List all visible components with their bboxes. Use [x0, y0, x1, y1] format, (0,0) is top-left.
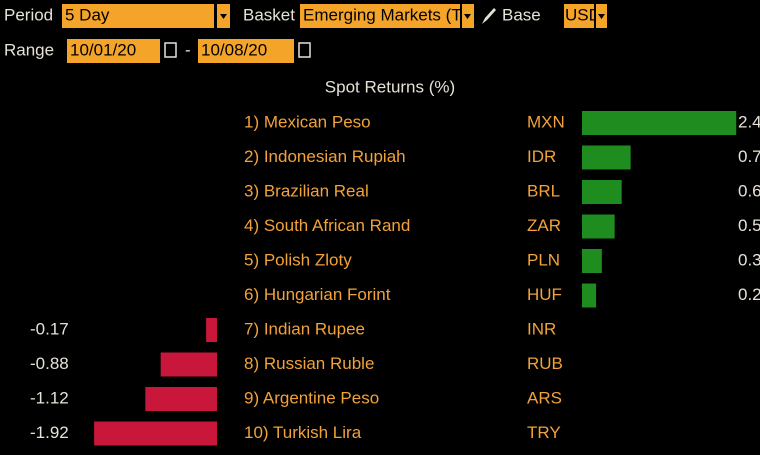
currency-name: 8) Russian Ruble — [244, 354, 374, 373]
currency-name: 7) Indian Rupee — [244, 319, 365, 338]
period-label: Period — [4, 5, 53, 24]
range-end: 10/08/20 — [201, 40, 267, 59]
base-field[interactable] — [564, 4, 594, 28]
calendar-icon[interactable] — [298, 42, 311, 58]
bar — [206, 318, 217, 342]
value-label: 2.4 — [738, 112, 760, 131]
currency-code: INR — [527, 319, 556, 338]
value-label: 0.2 — [738, 285, 760, 304]
value-label: 0.3 — [738, 250, 760, 269]
dropdown-arrow — [464, 14, 471, 19]
bar — [145, 387, 217, 411]
basket-field[interactable] — [300, 4, 460, 28]
bar — [582, 180, 622, 204]
currency-code: IDR — [527, 147, 556, 166]
value-label: -0.17 — [30, 319, 69, 338]
currency-code: TRY — [527, 423, 561, 442]
value-label: 0.6 — [738, 181, 760, 200]
period-value: 5 Day — [65, 5, 110, 24]
base-value: USD — [565, 5, 601, 24]
currency-name: 9) Argentine Peso — [244, 388, 379, 407]
bar — [160, 352, 217, 377]
period-field[interactable] — [62, 4, 214, 28]
currency-name: 1) Mexican Peso — [244, 112, 371, 131]
currency-code: ZAR — [527, 216, 561, 235]
calendar-icon[interactable] — [164, 42, 177, 58]
value-label: -1.12 — [30, 388, 69, 407]
currency-code: HUF — [527, 285, 562, 304]
bar — [582, 111, 737, 135]
range-start-field[interactable] — [67, 39, 160, 63]
bar — [582, 283, 597, 308]
currency-code: BRL — [527, 181, 560, 200]
basket-label: Basket — [243, 5, 295, 24]
bar — [582, 214, 615, 239]
currency-code: PLN — [527, 250, 560, 269]
chart-title: Spot Returns (%) — [325, 77, 455, 96]
base-label: Base — [502, 5, 541, 24]
value-label: -1.92 — [30, 423, 69, 442]
value-label: -0.88 — [30, 354, 69, 373]
bar — [94, 421, 217, 446]
range-label: Range — [4, 40, 54, 59]
range-end-field[interactable] — [198, 39, 294, 63]
currency-name: 4) South African Rand — [244, 216, 410, 235]
edit-icon[interactable] — [482, 8, 496, 24]
basket-value: Emerging Markets (T — [303, 5, 462, 24]
currency-code: RUB — [527, 354, 563, 373]
bar — [582, 145, 631, 170]
currency-code: ARS — [527, 388, 562, 407]
bar — [582, 249, 602, 273]
range-start: 10/01/20 — [70, 40, 136, 59]
currency-name: 2) Indonesian Rupiah — [244, 147, 406, 166]
currency-name: 6) Hungarian Forint — [244, 285, 391, 304]
dropdown-arrow — [598, 14, 605, 19]
range-separator: - — [185, 40, 191, 59]
currency-name: 10) Turkish Lira — [244, 423, 362, 442]
value-label: 0.5 — [738, 216, 760, 235]
currency-name: 3) Brazilian Real — [244, 181, 369, 200]
value-label: 0.7 — [738, 147, 760, 166]
currency-name: 5) Polish Zloty — [244, 250, 352, 269]
dropdown-arrow — [220, 14, 227, 19]
currency-code: MXN — [527, 112, 565, 131]
